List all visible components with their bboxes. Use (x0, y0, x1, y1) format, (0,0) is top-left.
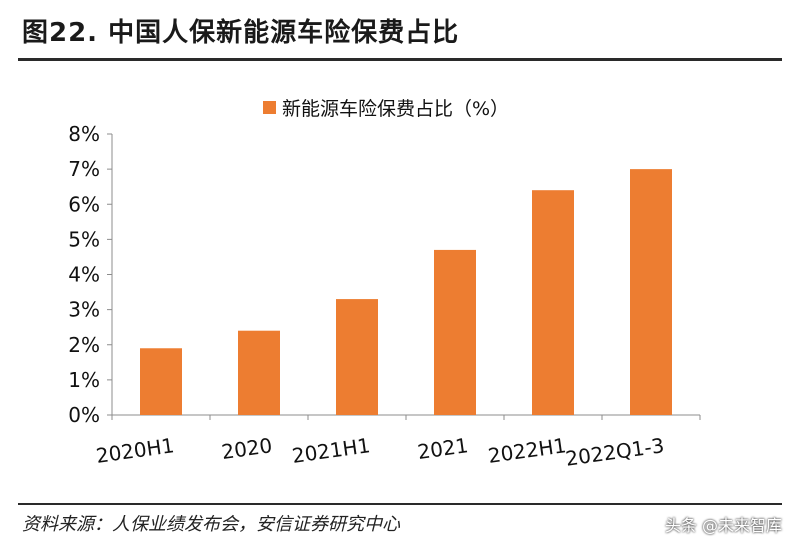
y-tick-label: 0% (68, 403, 100, 427)
bar (336, 299, 378, 415)
x-tick-label: 2020H1 (94, 433, 175, 468)
bar-series (140, 169, 672, 415)
y-tick-label: 1% (68, 368, 100, 392)
y-tick-label: 2% (68, 333, 100, 357)
figure-title: 图22. 中国人保新能源车险保费占比 (22, 18, 460, 48)
legend-swatch (263, 101, 276, 114)
bar-chart: 0%1%2%3%4%5%6%7%8% 2020H1 2020 2021H1 2021 2… (68, 122, 701, 471)
bar (630, 169, 672, 415)
source-divider (18, 503, 782, 505)
bar (532, 190, 574, 415)
y-axis: 0% 1% 2% 3% 4% 5% 6% 7% 8% (68, 122, 113, 427)
x-tick-label: 2021 (416, 433, 470, 464)
x-tick-label: 2020 (220, 433, 274, 464)
y-tick-label: 8% (68, 122, 100, 146)
x-tick-label: 2022H1 (486, 433, 567, 468)
bar (434, 249, 476, 415)
y-tick-label: 4% (68, 263, 100, 287)
y-tick-label: 5% (68, 227, 100, 251)
bar (238, 330, 280, 415)
title-divider (18, 58, 782, 61)
source-note: 资料来源：人保业绩发布会，安信证券研究中心 (22, 514, 400, 535)
bar (140, 348, 182, 415)
watermark: 头条 @未来智库 (664, 516, 782, 535)
x-tick-label: 2021H1 (290, 433, 371, 468)
x-tick-label: 2022Q1-3 (564, 433, 666, 471)
y-tick-label: 6% (68, 192, 100, 216)
y-tick-label: 3% (68, 298, 100, 322)
y-tick-label: 7% (68, 157, 100, 181)
chart-legend: 新能源车险保费占比（%） (263, 94, 509, 121)
legend-label: 新能源车险保费占比（%） (282, 98, 510, 120)
